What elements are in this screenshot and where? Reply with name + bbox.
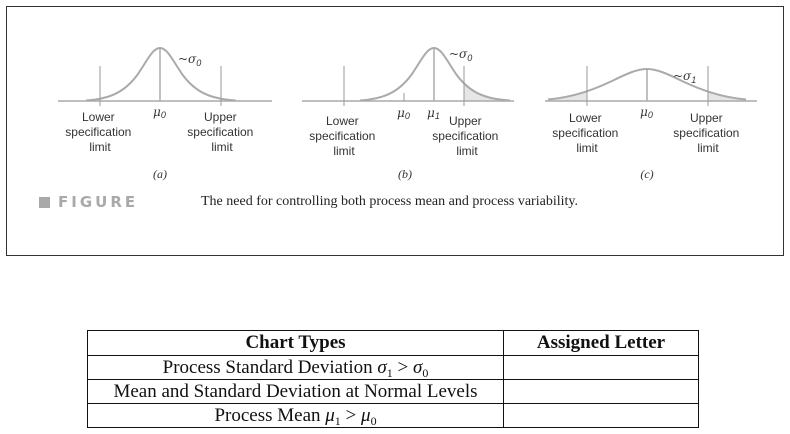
sigma-label: ~σ0 <box>178 52 201 68</box>
panel-letter: (c) <box>640 167 653 181</box>
sigma-label: ~σ0 <box>449 47 472 63</box>
upper-spec-label: Upper specification limit <box>432 114 501 158</box>
chart-type-cell: Process Mean μ1 > μ0 <box>87 403 504 428</box>
lower-spec-label: Lower specification limit <box>552 111 621 155</box>
upper-spec-label: Upper specification limit <box>187 110 256 154</box>
table-row: Process Standard Deviation σ1 > σ0 <box>87 355 699 380</box>
header-chart-types: Chart Types <box>87 330 504 356</box>
figure-frame <box>6 6 784 256</box>
assigned-letter-cell[interactable] <box>503 355 699 380</box>
panel-a: ~σ0 μ0 Lower specification limit Upper s… <box>58 46 272 181</box>
upper-spec-label: Upper specification limit <box>673 111 742 155</box>
mu1-label: μ1 <box>427 106 440 121</box>
table-row: Process Mean μ1 > μ0 <box>87 403 699 428</box>
header-assigned-letter: Assigned Letter <box>503 330 699 356</box>
mu0-label: μ0 <box>397 106 410 121</box>
sigma-label: ~σ1 <box>673 69 696 85</box>
normal-curve <box>85 46 237 102</box>
figure-label: FIGURE <box>58 193 139 211</box>
chart-type-cell: Mean and Standard Deviation at Normal Le… <box>87 379 504 404</box>
normal-curve <box>359 46 511 102</box>
shaded-right-tail <box>464 82 510 101</box>
panel-b: ~σ0 μ0 μ1 Lower specification limit Uppe… <box>302 46 514 181</box>
distribution-figure: ~σ0 μ0 Lower specification limit Upper s… <box>58 46 757 181</box>
figure-square-icon <box>39 196 50 208</box>
panel-letter: (b) <box>398 167 412 181</box>
chart-type-cell: Process Standard Deviation σ1 > σ0 <box>87 355 504 380</box>
assigned-letter-cell[interactable] <box>503 379 699 404</box>
figure-caption: The need for controlling both process me… <box>201 194 578 209</box>
panel-letter: (a) <box>153 167 167 181</box>
lower-spec-label: Lower specification limit <box>65 110 134 154</box>
assigned-letter-cell[interactable] <box>503 403 699 428</box>
chart-types-table: Chart Types Assigned Letter Process Stan… <box>87 330 699 428</box>
lower-spec-label: Lower specification limit <box>309 114 378 158</box>
table-row: Mean and Standard Deviation at Normal Le… <box>87 379 699 404</box>
table-header-row: Chart Types Assigned Letter <box>87 330 699 356</box>
figure-tag: FIGURE <box>39 193 138 211</box>
panel-c: ~σ1 μ0 Lower specification limit Upper s… <box>545 66 757 181</box>
mu-label: μ0 <box>640 105 653 120</box>
mu-label: μ0 <box>153 105 166 120</box>
